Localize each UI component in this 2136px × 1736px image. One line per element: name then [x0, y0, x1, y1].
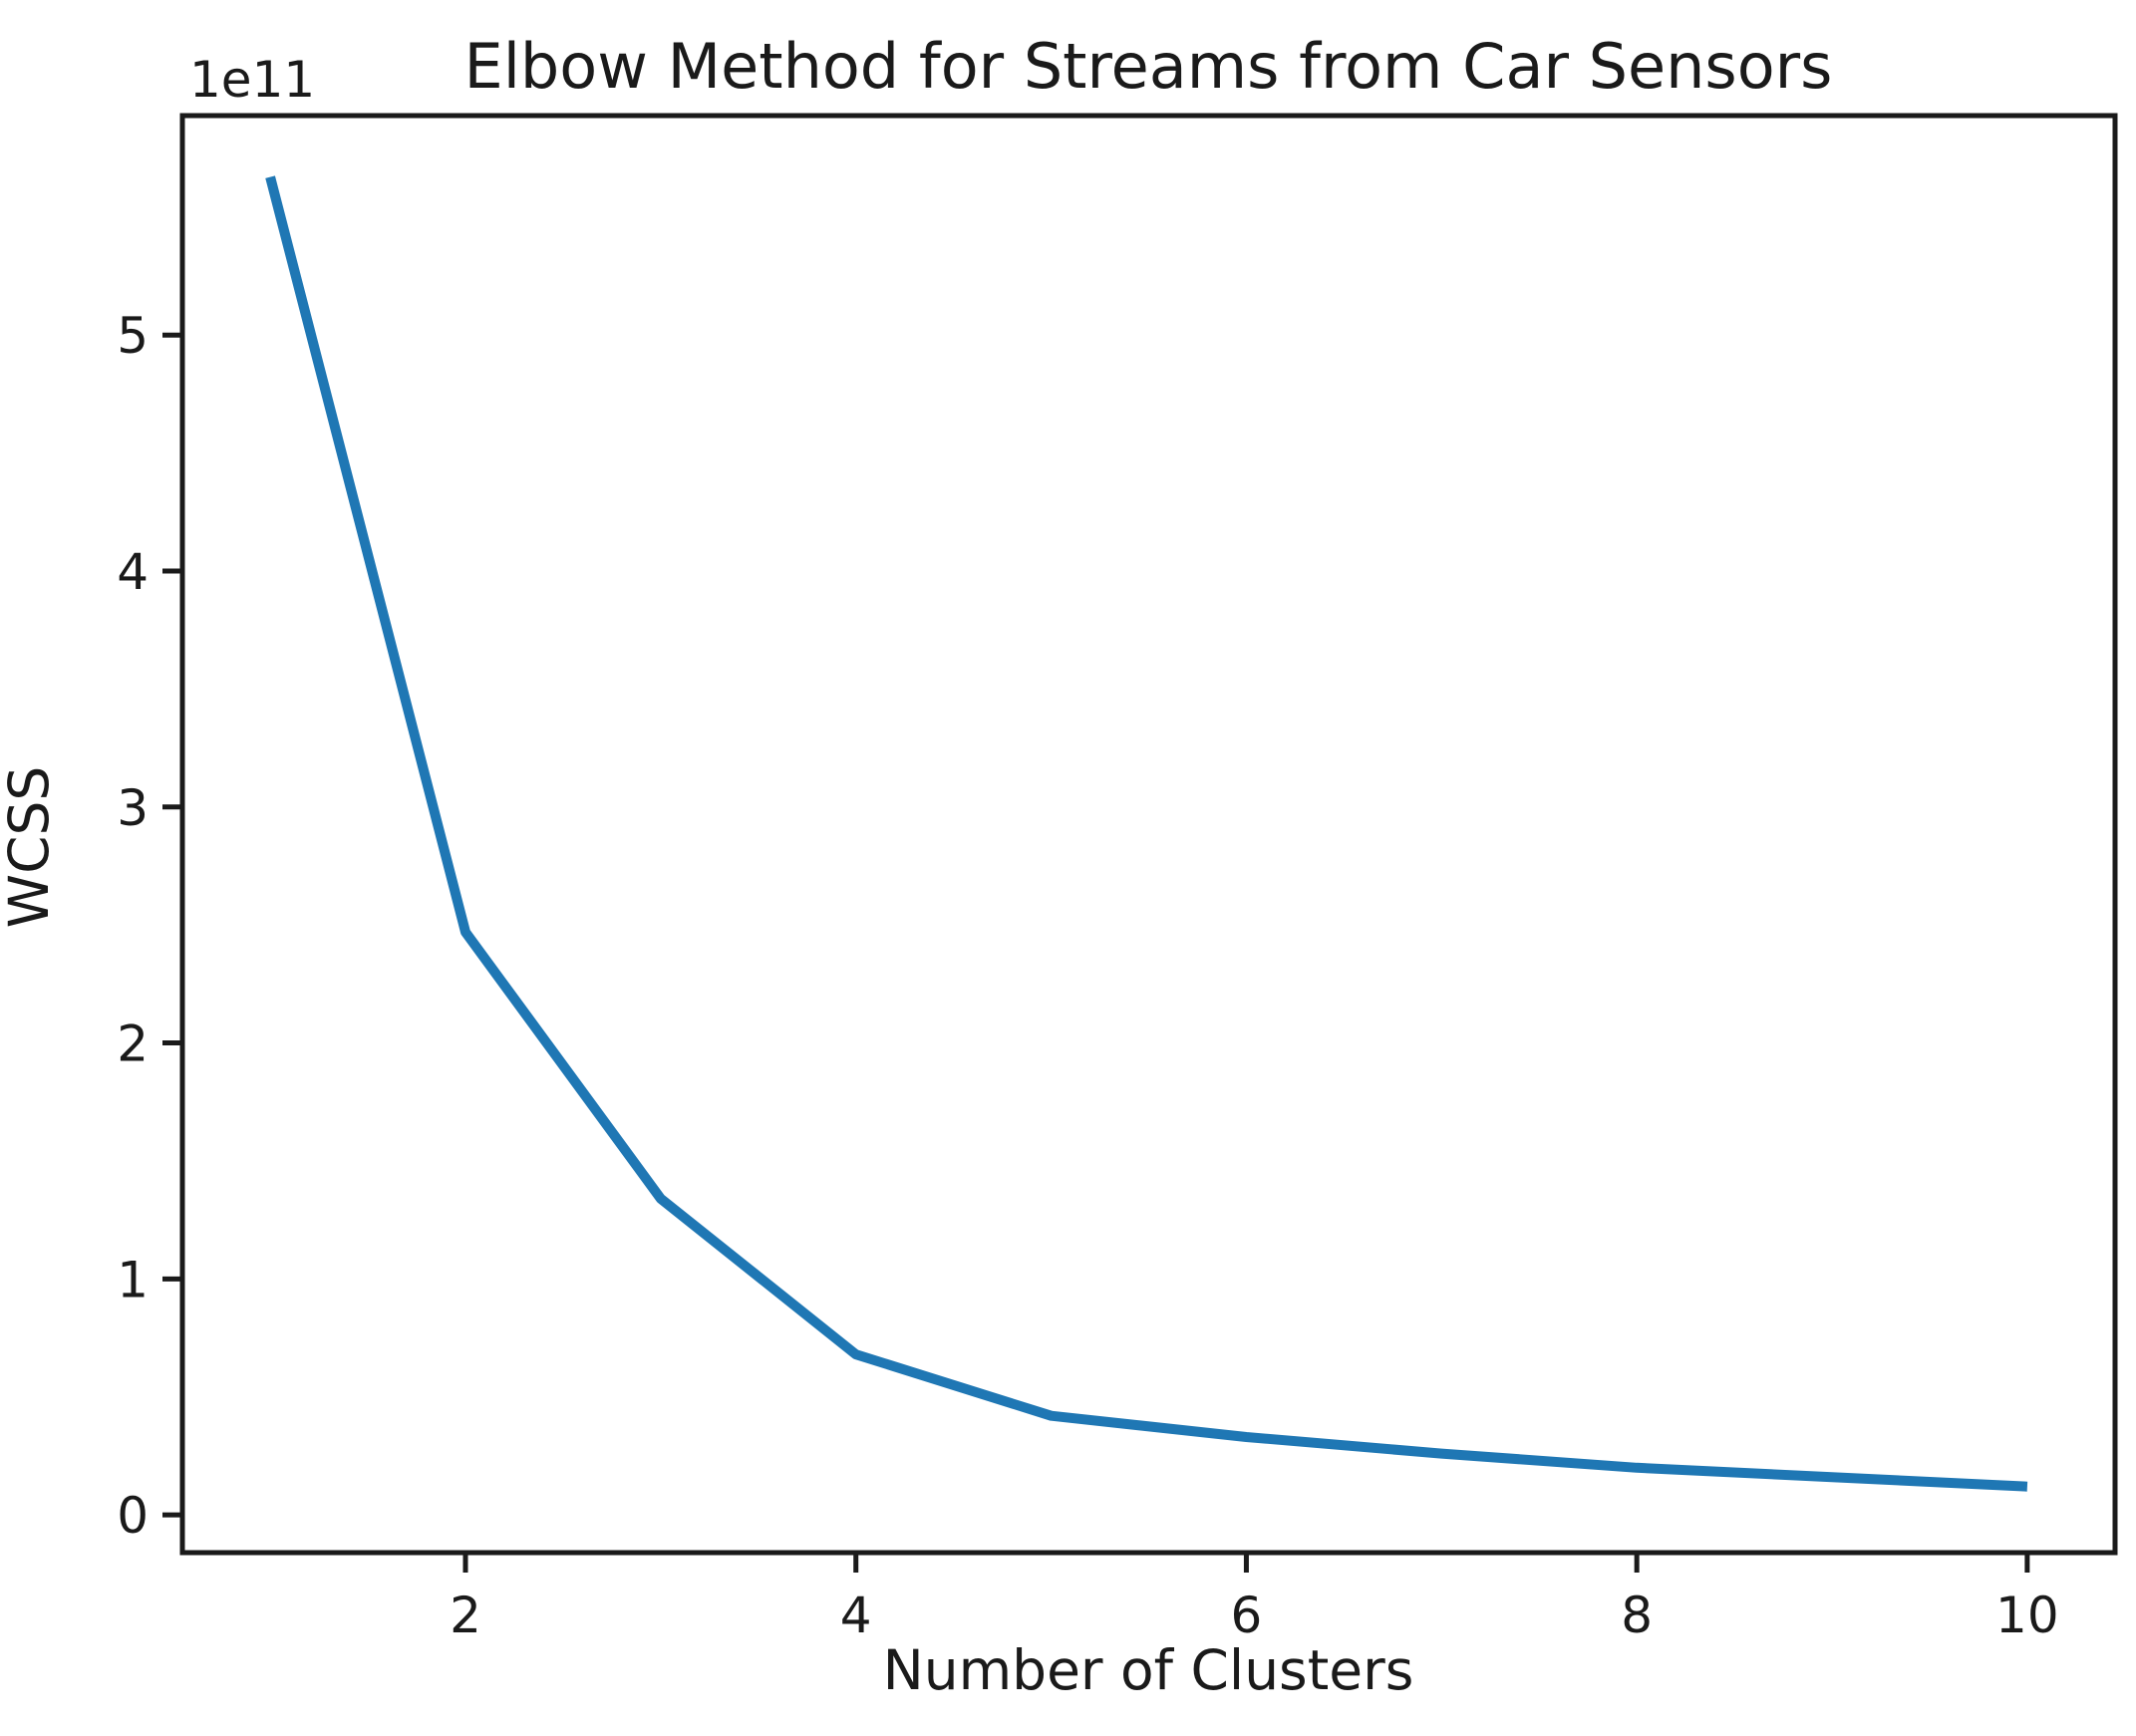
y-tick-label: 3: [117, 779, 149, 837]
y-axis-ticks: 0 1 2 3 4 5: [117, 307, 182, 1545]
y-axis-label: WCSS: [0, 766, 61, 929]
x-tick-label: 4: [840, 1587, 872, 1644]
x-tick-label: 10: [1995, 1587, 2059, 1644]
wcss-line: [265, 175, 2028, 1492]
y-tick-label: 2: [117, 1015, 149, 1073]
x-axis-ticks: 2 4 6 8 10: [450, 1553, 2059, 1644]
y-tick-label: 1: [117, 1251, 149, 1308]
y-tick-label: 4: [117, 543, 149, 601]
plot-border: [179, 113, 2118, 1556]
x-tick-label: 2: [450, 1587, 481, 1644]
y-axis-offset-text: 1e11: [189, 51, 315, 109]
x-tick-label: 6: [1231, 1587, 1263, 1644]
x-axis-label: Number of Clusters: [883, 1638, 1414, 1702]
x-tick-label: 8: [1621, 1587, 1653, 1644]
chart-title: Elbow Method for Streams from Car Sensor…: [464, 30, 1833, 103]
y-tick-label: 5: [117, 307, 149, 365]
y-tick-label: 0: [117, 1487, 149, 1545]
